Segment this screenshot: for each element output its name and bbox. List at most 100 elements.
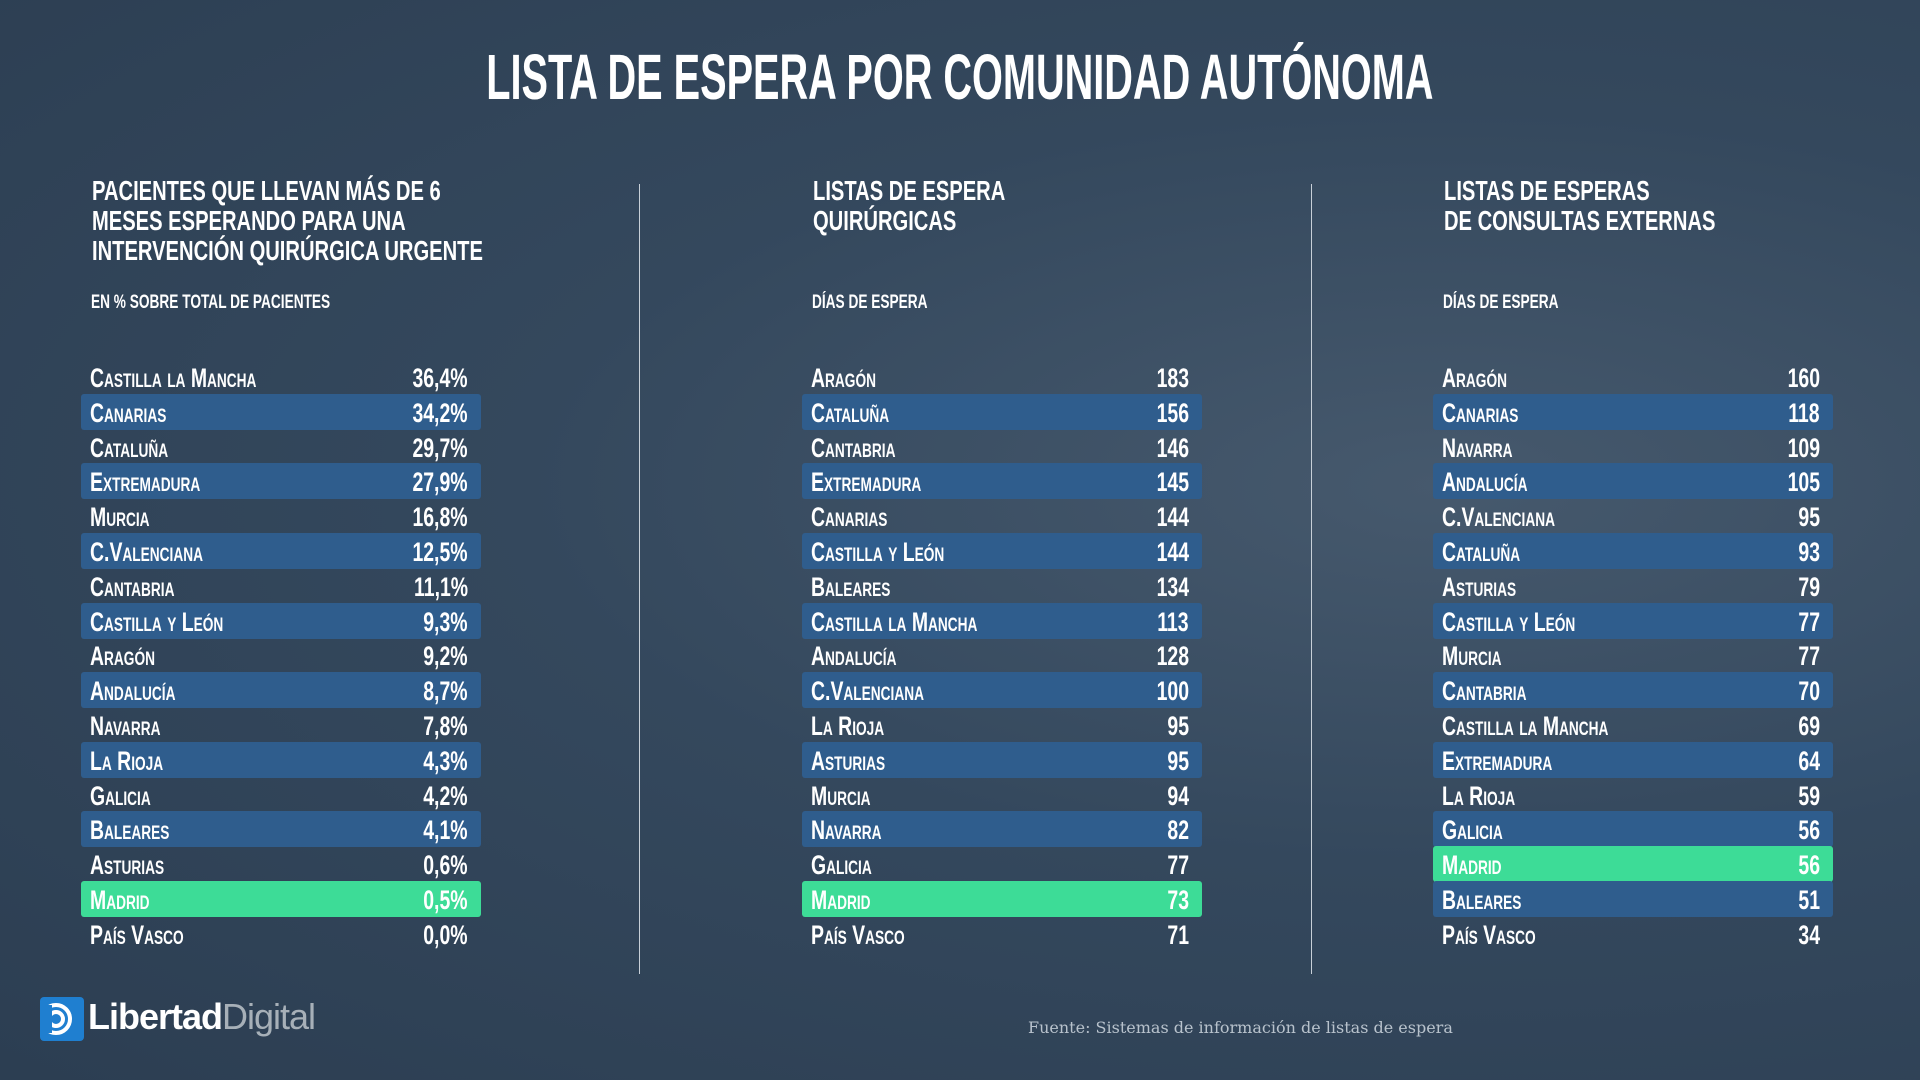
region-name: Baleares <box>1442 885 1522 915</box>
region-name: Castilla la Mancha <box>90 363 257 393</box>
region-name: Aragón <box>811 363 876 393</box>
region-value: 59 <box>1798 780 1820 811</box>
table-subheading: EN % SOBRE TOTAL DE PACIENTES <box>91 292 423 314</box>
region-name: Extremadura <box>90 467 201 498</box>
table-row: Castilla la Mancha 69 <box>1433 707 1833 743</box>
region-name: País Vasco <box>90 919 184 950</box>
table-row: Asturias 0,6% <box>81 846 481 882</box>
table-row: Castilla la Mancha 113 <box>802 602 1202 639</box>
title-text: LISTA DE ESPERA POR COMUNIDAD AUTÓNOMA <box>486 41 1434 113</box>
region-name: Asturias <box>811 745 886 776</box>
table-row: C.Valenciana 100 <box>802 672 1202 709</box>
region-value: 95 <box>1798 502 1820 533</box>
table-row: Aragón 183 <box>802 359 1202 395</box>
table-row: Navarra 109 <box>1433 429 1833 465</box>
region-value: 0,0% <box>423 919 468 950</box>
table-row: Baleares 4,1% <box>81 811 481 848</box>
table-row: La Rioja 95 <box>802 707 1202 743</box>
table-row: Navarra 82 <box>802 811 1202 848</box>
logo-suffix: Digital <box>222 996 316 1037</box>
region-value: 7,8% <box>423 711 468 741</box>
table-row: Andalucía 105 <box>1433 463 1833 500</box>
region-name: Asturias <box>90 850 165 881</box>
region-value: 128 <box>1156 641 1189 672</box>
heading-line: LISTAS DE ESPERA <box>813 176 1080 206</box>
table-row: Madrid 73 <box>802 881 1202 917</box>
region-name: Extremadura <box>811 467 922 498</box>
region-name: Cataluña <box>1442 537 1521 567</box>
table-row: Extremadura 64 <box>1433 741 1833 778</box>
table-row: Castilla y León 9,3% <box>81 602 481 639</box>
region-name: Extremadura <box>1442 745 1553 776</box>
table-row: Galicia 77 <box>802 846 1202 882</box>
heading-line: PACIENTES QUE LLEVAN MÁS DE 6 <box>92 176 635 206</box>
region-value: 12,5% <box>412 537 468 567</box>
region-value: 134 <box>1156 571 1189 602</box>
region-value: 118 <box>1788 397 1820 428</box>
region-value: 64 <box>1798 745 1820 776</box>
heading-text: MESES ESPERANDO PARA UNA <box>92 205 406 236</box>
heading-text: LISTAS DE ESPERAS <box>1444 175 1650 206</box>
table-row: Madrid 0,5% <box>81 881 481 917</box>
table-row: Castilla la Mancha 36,4% <box>81 359 481 395</box>
region-value: 0,5% <box>423 885 468 915</box>
table-row: Andalucía 128 <box>802 637 1202 673</box>
heading-line: LISTAS DE ESPERAS <box>1444 176 1821 206</box>
divider <box>1311 184 1312 974</box>
region-value: 77 <box>1798 641 1820 672</box>
region-name: Madrid <box>811 885 871 915</box>
region-name: C.Valenciana <box>90 537 203 567</box>
region-name: Navarra <box>811 815 882 846</box>
region-name: Canarias <box>811 502 888 533</box>
region-name: Galicia <box>90 780 151 811</box>
table-row: Aragón 9,2% <box>81 637 481 673</box>
region-name: La Rioja <box>1442 780 1516 811</box>
region-name: Cantabria <box>90 571 175 602</box>
region-name: Cantabria <box>1442 676 1527 707</box>
region-name: Asturias <box>1442 571 1517 602</box>
region-name: Galicia <box>1442 815 1503 846</box>
region-value: 95 <box>1167 711 1189 741</box>
region-value: 100 <box>1156 676 1189 707</box>
region-name: Andalucía <box>811 641 897 672</box>
region-value: 34 <box>1798 919 1820 950</box>
region-name: Galicia <box>811 850 872 881</box>
logo-brand: Libertad <box>88 996 223 1037</box>
region-name: Castilla y León <box>90 606 224 637</box>
region-name: Murcia <box>1442 641 1502 672</box>
region-value: 56 <box>1798 850 1820 881</box>
region-name: País Vasco <box>811 919 905 950</box>
table-row: Cantabria 70 <box>1433 672 1833 709</box>
table-row: Galicia 4,2% <box>81 777 481 813</box>
region-name: La Rioja <box>811 711 885 741</box>
heading-text: DE CONSULTAS EXTERNAS <box>1444 205 1716 236</box>
region-value: 95 <box>1167 745 1189 776</box>
title: LISTA DE ESPERA POR COMUNIDAD AUTÓNOMA <box>0 40 1920 114</box>
region-value: 4,1% <box>423 815 468 846</box>
region-name: Canarias <box>1442 397 1519 428</box>
table-row: Murcia 16,8% <box>81 498 481 534</box>
table-row: Madrid 56 <box>1433 846 1833 883</box>
table-row: C.Valenciana 95 <box>1433 498 1833 534</box>
subheading-text: DÍAS DE ESPERA <box>812 292 928 313</box>
table-row: País Vasco 71 <box>802 916 1202 952</box>
table-row: Castilla y León 77 <box>1433 602 1833 639</box>
heading-line: INTERVENCIÓN QUIRÚRGICA URGENTE <box>92 236 635 266</box>
region-value: 93 <box>1798 537 1820 567</box>
table-heading: LISTAS DE ESPERAS DE CONSULTAS EXTERNAS <box>1444 176 1821 236</box>
region-name: Baleares <box>90 815 170 846</box>
region-name: Murcia <box>811 780 871 811</box>
region-name: Castilla y León <box>811 537 945 567</box>
region-name: Baleares <box>811 571 891 602</box>
region-name: Cantabria <box>811 432 896 463</box>
table-row: Canarias 118 <box>1433 393 1833 430</box>
heading-text: PACIENTES QUE LLEVAN MÁS DE 6 <box>92 175 441 206</box>
region-value: 9,2% <box>423 641 468 672</box>
region-value: 73 <box>1167 885 1189 915</box>
region-name: Andalucía <box>90 676 176 707</box>
region-name: País Vasco <box>1442 919 1536 950</box>
heading-text: QUIRÚRGICAS <box>813 205 957 236</box>
region-name: Madrid <box>1442 850 1502 881</box>
table-row: Cantabria 11,1% <box>81 568 481 604</box>
table-row: País Vasco 34 <box>1433 916 1833 952</box>
